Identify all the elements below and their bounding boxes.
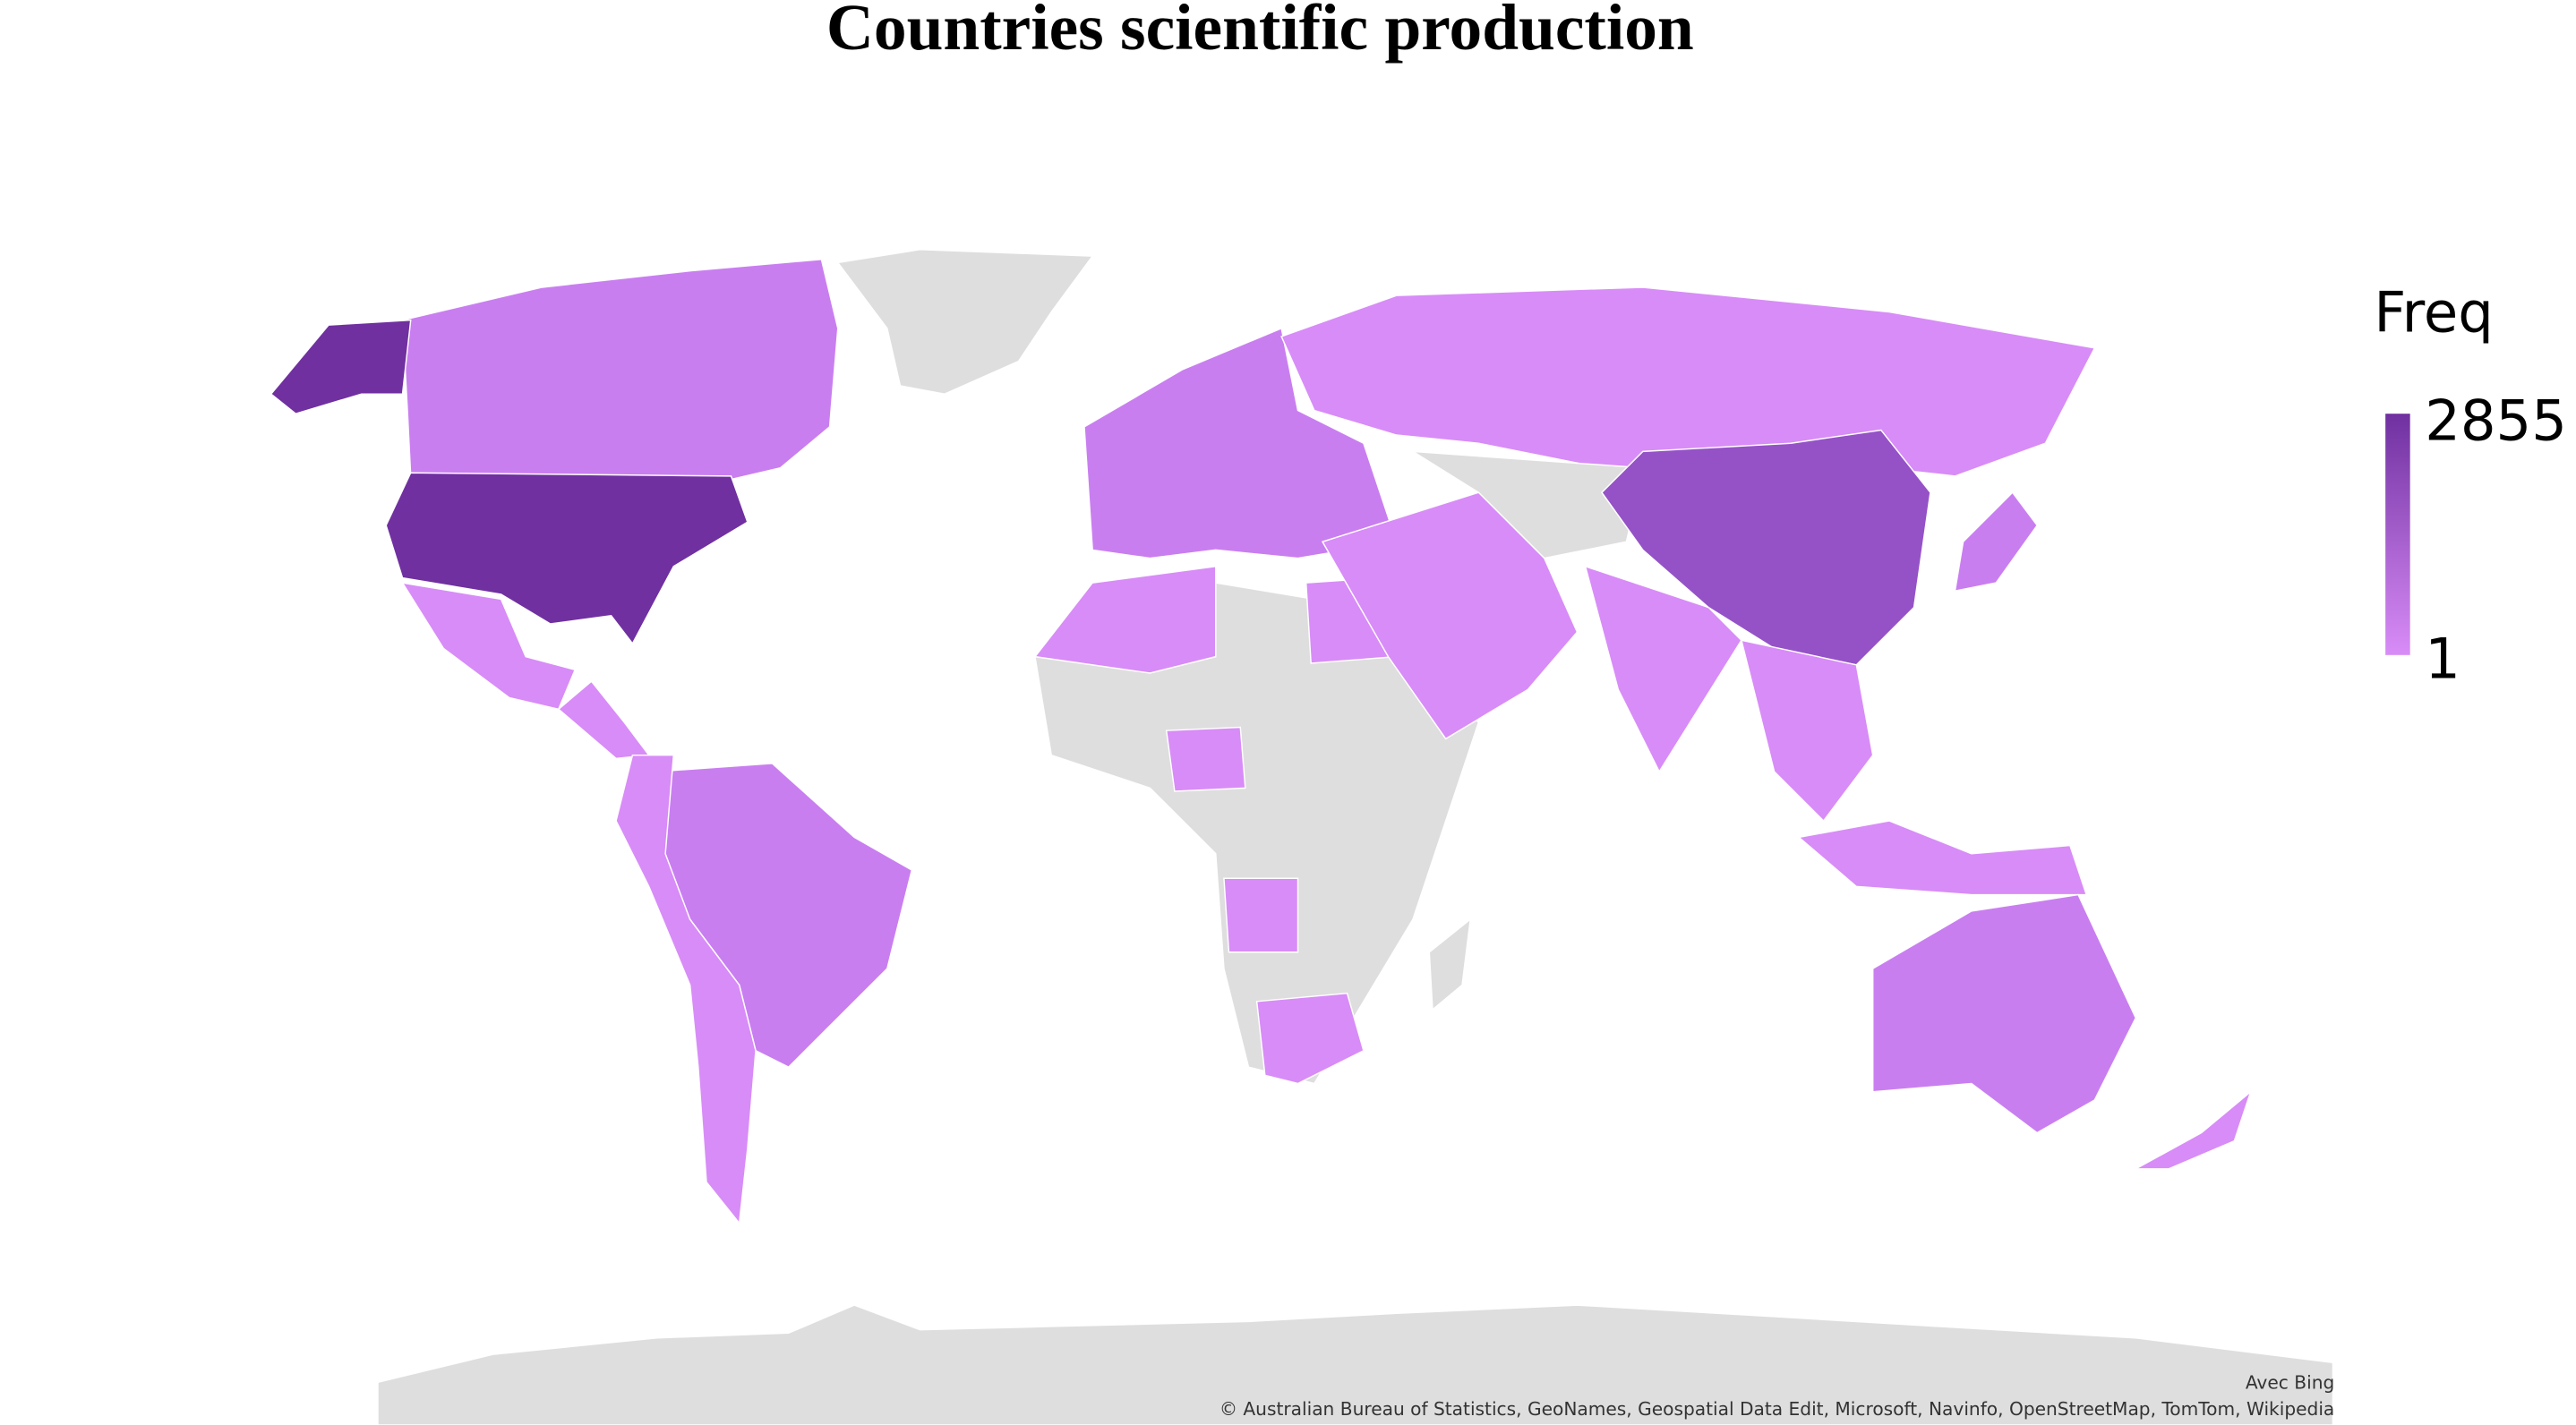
andes <box>615 754 757 1225</box>
indonesia <box>1797 820 2088 896</box>
australia <box>1871 893 2137 1134</box>
mexico <box>401 582 577 711</box>
southeast-asia <box>1740 639 1874 823</box>
legend-max: 2855 <box>2425 388 2567 454</box>
map-title: Countries scientific production <box>826 0 1694 64</box>
legend: Freq 2855 1 <box>2374 279 2567 691</box>
credits: © Australian Bureau of Statistics, GeoNa… <box>1220 1398 2334 1420</box>
africa <box>1034 582 1480 1085</box>
new-zealand <box>2135 1089 2253 1170</box>
united-states <box>385 472 749 645</box>
middle-east <box>1321 491 1579 740</box>
angola <box>1223 877 1299 953</box>
madagascar <box>1428 917 1472 1011</box>
legend-min: 1 <box>2425 626 2460 691</box>
antarctica <box>377 1304 2334 1425</box>
south-africa <box>1255 992 1365 1085</box>
japan <box>1954 491 2039 593</box>
central-asia <box>1412 450 1644 559</box>
legend-title: Freq <box>2374 279 2494 345</box>
central-america <box>557 680 651 760</box>
alaska <box>270 319 412 415</box>
china <box>1600 429 1931 666</box>
north-africa <box>1033 565 1217 674</box>
countries <box>270 249 2334 1425</box>
legend-bar <box>2385 414 2410 655</box>
greenland <box>836 249 1094 395</box>
canada <box>401 259 839 481</box>
nigeria <box>1165 726 1246 792</box>
provider: Avec Bing <box>2246 1372 2334 1394</box>
india <box>1584 565 1742 773</box>
russia <box>1280 286 2096 477</box>
